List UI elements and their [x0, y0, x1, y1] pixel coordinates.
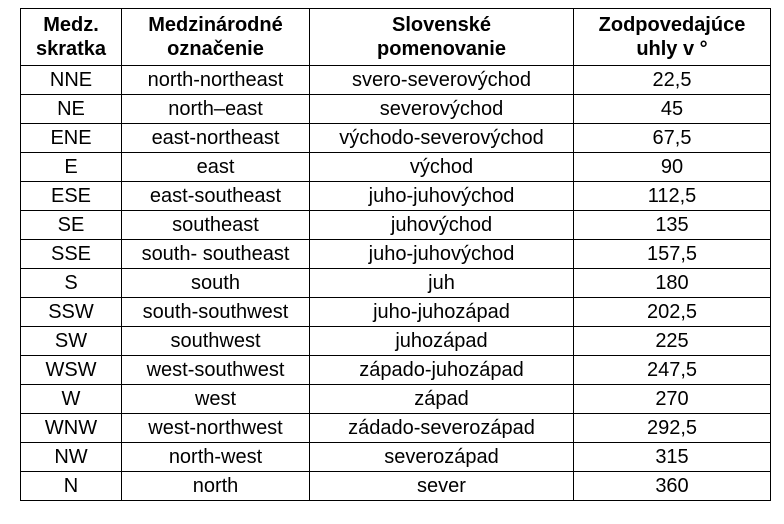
table-cell: juhozápad	[309, 326, 574, 356]
table-row: WSW west-southwest západo-juhozápad 247,5	[20, 355, 771, 385]
table-cell: 112,5	[573, 181, 771, 211]
table-cell: 360	[573, 471, 771, 501]
header-cell: Zodpovedajúce uhly v °	[573, 8, 771, 66]
table-row: ENE east-northeast východo-severovýchod 67,…	[20, 123, 771, 153]
header-cell: Slovenské pomenovanie	[309, 8, 574, 66]
table-body: NNE north-northeast svero-severovýchod 22,5…	[20, 65, 771, 501]
header-text: Medzinárodné	[148, 14, 283, 36]
table-cell: 22,5	[573, 65, 771, 95]
table-cell: ESE	[20, 181, 122, 211]
table-row: ESE east-southeast juho-juhovýchod 112,5	[20, 181, 771, 211]
header-text: označenie	[167, 38, 264, 60]
table-cell: NNE	[20, 65, 122, 95]
table-cell: 157,5	[573, 239, 771, 269]
table-cell: SE	[20, 210, 122, 240]
table-row: SSE south- southeast juho-juhovýchod 157,5	[20, 239, 771, 269]
header-text: pomenovanie	[377, 38, 506, 60]
table: Medz. skratka Medzinárodné označenie Slovens…	[20, 8, 771, 501]
table-row: WNW west-northwest zádado-severozápad 292,5	[20, 413, 771, 443]
table-cell: 247,5	[573, 355, 771, 385]
table-cell: south	[121, 268, 310, 298]
table-cell: south- southeast	[121, 239, 310, 269]
table-cell: severozápad	[309, 442, 574, 472]
table-cell: SSW	[20, 297, 122, 327]
table-cell: severovýchod	[309, 94, 574, 124]
table-cell: západ	[309, 384, 574, 414]
table-cell: east-northeast	[121, 123, 310, 153]
table-cell: north–east	[121, 94, 310, 124]
table-cell: 45	[573, 94, 771, 124]
table-cell: west-southwest	[121, 355, 310, 385]
table-cell: S	[20, 268, 122, 298]
table-cell: juho-juhozápad	[309, 297, 574, 327]
table-cell: west	[121, 384, 310, 414]
table-row: SSW south-southwest juho-juhozápad 202,5	[20, 297, 771, 327]
table-cell: WSW	[20, 355, 122, 385]
table-row: NE north–east severovýchod 45	[20, 94, 771, 124]
table-cell: 180	[573, 268, 771, 298]
table-cell: 315	[573, 442, 771, 472]
table-cell: juh	[309, 268, 574, 298]
table-cell: southeast	[121, 210, 310, 240]
table-cell: svero-severovýchod	[309, 65, 574, 95]
table-cell: východ	[309, 152, 574, 182]
table-row: SW southwest juhozápad 225	[20, 326, 771, 356]
table-cell: north	[121, 471, 310, 501]
table-cell: zádado-severozápad	[309, 413, 574, 443]
table-cell: juhovýchod	[309, 210, 574, 240]
table-cell: WNW	[20, 413, 122, 443]
header-cell: Medz. skratka	[20, 8, 122, 66]
table-cell: SSE	[20, 239, 122, 269]
table-cell: north-northeast	[121, 65, 310, 95]
table-cell: 135	[573, 210, 771, 240]
header-text: Zodpovedajúce	[598, 14, 746, 36]
table-cell: ENE	[20, 123, 122, 153]
header-text: skratka	[35, 38, 107, 60]
table-cell: 202,5	[573, 297, 771, 327]
table-cell: west-northwest	[121, 413, 310, 443]
table-cell: východo-severovýchod	[309, 123, 574, 153]
table-cell: east-southeast	[121, 181, 310, 211]
table-cell: 225	[573, 326, 771, 356]
table-cell: juho-juhovýchod	[309, 239, 574, 269]
header-text: Medz.	[43, 14, 99, 36]
table-cell: 90	[573, 152, 771, 182]
table-cell: západo-juhozápad	[309, 355, 574, 385]
header-cell: Medzinárodné označenie	[121, 8, 310, 66]
table-cell: 292,5	[573, 413, 771, 443]
table-cell: juho-juhovýchod	[309, 181, 574, 211]
header-text: Slovenské	[392, 14, 491, 36]
table-cell: south-southwest	[121, 297, 310, 327]
table-cell: north-west	[121, 442, 310, 472]
table-cell: NE	[20, 94, 122, 124]
table-cell: W	[20, 384, 122, 414]
table-row: SE southeast juhovýchod 135	[20, 210, 771, 240]
table-cell: E	[20, 152, 122, 182]
table-cell: 67,5	[573, 123, 771, 153]
table-cell: east	[121, 152, 310, 182]
table-cell: N	[20, 471, 122, 501]
table-cell: NW	[20, 442, 122, 472]
header-row: Medz. skratka Medzinárodné označenie Slovens…	[20, 8, 771, 66]
table-row: NW north-west severozápad 315	[20, 442, 771, 472]
table-cell: 270	[573, 384, 771, 414]
table-cell: SW	[20, 326, 122, 356]
header-text: uhly v °	[636, 38, 708, 60]
table-row: NNE north-northeast svero-severovýchod 22,5	[20, 65, 771, 95]
table-cell: southwest	[121, 326, 310, 356]
table-cell: sever	[309, 471, 574, 501]
